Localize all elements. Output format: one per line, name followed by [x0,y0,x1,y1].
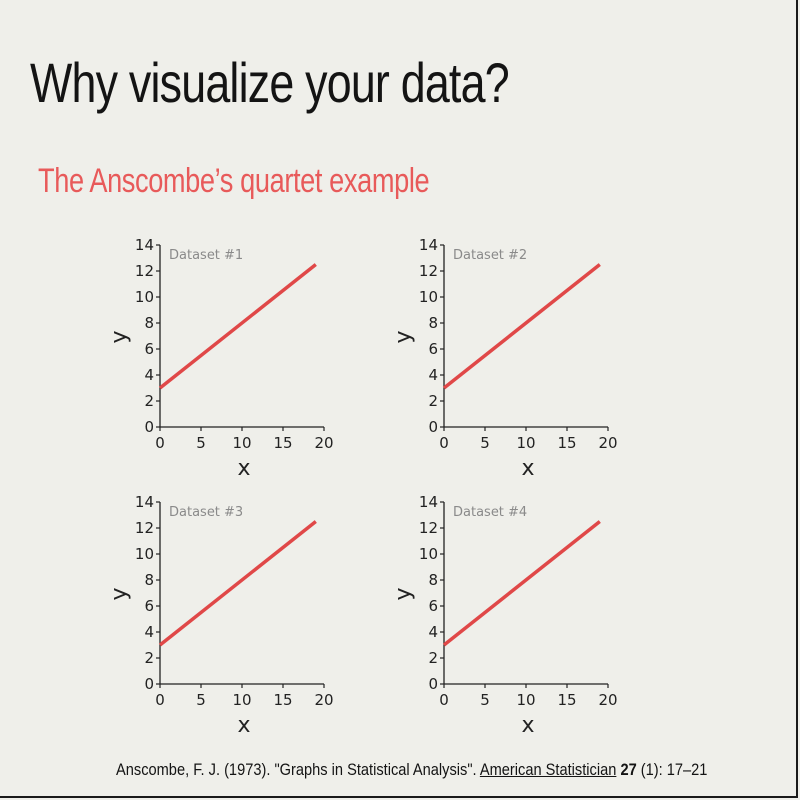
y-tick-label: 10 [419,545,438,563]
x-tick-label: 15 [273,434,292,452]
y-tick-label: 10 [135,545,154,563]
x-axis-label: x [237,456,250,481]
y-tick-label: 14 [419,493,438,511]
x-axis-label: x [521,713,534,738]
regression-line [158,520,317,647]
y-tick-label: 8 [428,314,438,332]
x-tick-label: 10 [232,434,251,452]
x-tick-label: 15 [557,691,576,709]
x-axis-label: x [237,713,250,738]
x-tick-label: 20 [598,691,617,709]
x-tick-label: 5 [480,691,490,709]
y-tick-label: 14 [135,236,154,254]
citation-pages: (1): 17–21 [640,760,708,779]
y-axis-label: y [391,587,416,600]
y-tick-label: 10 [419,288,438,306]
y-tick-label: 6 [144,340,154,358]
y-tick-label: 14 [135,493,154,511]
y-tick-label: 8 [428,571,438,589]
slide-subtitle: The Anscombe’s quartet example [38,162,430,200]
chart-3: 0 2 4 6 8 10 12 14 0 5 10 15 20 x y Dataset #3 [107,493,334,738]
x-tick-label: 5 [196,434,206,452]
x-tick-label: 5 [196,691,206,709]
y-tick-label: 6 [428,340,438,358]
y-tick-label: 14 [419,236,438,254]
x-tick-label: 10 [232,691,251,709]
x-tick-label: 20 [598,434,617,452]
slide-title: Why visualize your data? [30,51,510,114]
y-tick-label: 12 [419,519,438,537]
y-tick-label: 4 [144,623,154,641]
y-axis-label: y [391,330,416,343]
y-tick-label: 8 [144,314,154,332]
y-tick-label: 2 [428,649,438,667]
y-tick-label: 0 [428,675,438,693]
y-tick-label: 10 [135,288,154,306]
x-tick-label: 10 [516,434,535,452]
y-tick-label: 2 [428,392,438,410]
dataset-label: Dataset #4 [453,505,527,520]
y-tick-label: 4 [428,623,438,641]
y-axis-label: y [107,587,132,600]
citation-authors: Anscombe, F. J. (1973). "Graphs in Stati… [116,760,480,779]
x-axis-label: x [521,456,534,481]
y-tick-label: 0 [144,418,154,436]
citation-journal[interactable]: American Statistician [479,760,617,779]
chart-2: 0 2 4 6 8 10 12 14 0 5 10 15 20 x y Dataset #2 [391,236,618,481]
citation-volume: 27 [620,760,637,779]
x-tick-label: 0 [155,691,165,709]
dataset-label: Dataset #2 [453,248,527,263]
chart-1: 0 2 4 6 8 10 12 14 0 5 10 15 20 x y Dataset #1 [107,236,334,481]
dataset-label: Dataset #1 [169,248,243,263]
y-tick-label: 0 [144,675,154,693]
y-tick-label: 6 [428,597,438,615]
y-tick-label: 8 [144,571,154,589]
regression-line [158,263,317,390]
regression-line [442,263,601,390]
x-tick-label: 0 [439,434,449,452]
x-tick-label: 0 [439,691,449,709]
x-tick-label: 10 [516,691,535,709]
y-tick-label: 12 [419,262,438,280]
y-tick-label: 12 [135,519,154,537]
x-tick-label: 15 [273,691,292,709]
y-tick-label: 2 [144,649,154,667]
x-tick-label: 0 [155,434,165,452]
regression-line [442,520,601,647]
y-tick-label: 4 [428,366,438,384]
y-tick-label: 12 [135,262,154,280]
x-tick-label: 5 [480,434,490,452]
y-tick-label: 2 [144,392,154,410]
x-tick-label: 15 [557,434,576,452]
citation: Anscombe, F. J. (1973). "Graphs in Stati… [116,760,707,780]
dataset-label: Dataset #3 [169,505,243,520]
y-tick-label: 6 [144,597,154,615]
y-tick-label: 0 [428,418,438,436]
x-tick-label: 20 [314,691,333,709]
y-tick-label: 4 [144,366,154,384]
x-tick-label: 20 [314,434,333,452]
chart-4: 0 2 4 6 8 10 12 14 0 5 10 15 20 x y Dataset #4 [391,493,618,738]
y-axis-label: y [107,330,132,343]
